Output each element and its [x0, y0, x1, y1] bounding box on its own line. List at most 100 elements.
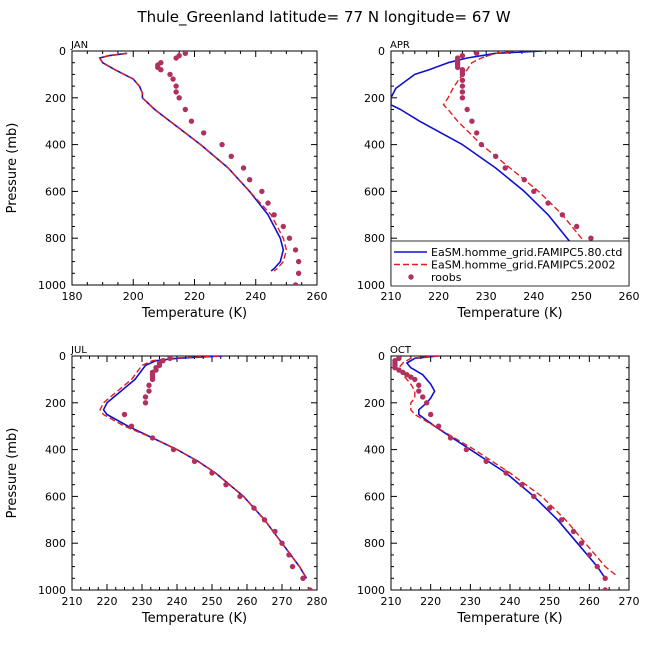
y-tick-label: 200	[364, 92, 385, 105]
x-tick-label: 240	[245, 290, 266, 303]
x-axis-label: Temperature (K)	[456, 611, 562, 626]
x-tick-label: 210	[381, 595, 402, 608]
roobs-point	[531, 493, 537, 500]
panels: 180 200 220 240 260 0 200 400 600 800 1000 JAN Tempe…	[5, 40, 640, 626]
roobs-point	[142, 394, 149, 400]
figure-title: Thule_Greenland latitude= 77 N longitude…	[136, 8, 510, 27]
roobs-point	[209, 470, 215, 476]
x-tick-label: 220	[184, 290, 205, 303]
roobs-point	[121, 411, 128, 418]
x-tick-label: 240	[500, 595, 521, 608]
series-line-ctd	[98, 52, 285, 272]
roobs-point	[167, 71, 173, 78]
roobs-point	[182, 51, 189, 57]
roobs-point	[463, 446, 470, 453]
roobs-point	[295, 258, 302, 265]
roobs-point	[459, 52, 466, 59]
roobs-point	[173, 89, 179, 95]
roobs-point	[435, 423, 442, 429]
x-axis-label: Temperature (K)	[456, 306, 562, 321]
roobs-point	[170, 76, 176, 82]
roobs-point	[146, 382, 152, 388]
roobs-point	[128, 423, 135, 429]
roobs-point	[459, 83, 466, 89]
roobs-point	[478, 141, 485, 148]
roobs-point	[546, 505, 553, 511]
roobs-point	[464, 106, 470, 113]
y-axis-label: Pressure (mb)	[5, 123, 20, 214]
roobs-point	[521, 177, 527, 183]
roobs-point	[272, 528, 278, 535]
series-line-2002	[99, 356, 308, 579]
x-tick-label: 220	[428, 290, 449, 303]
roobs-point	[142, 400, 149, 406]
roobs-point	[454, 64, 461, 71]
y-tick-label: 200	[45, 92, 66, 105]
panel-jan: 180 200 220 240 260 0 200 400 600 800 1000 JAN Tempe…	[5, 40, 328, 321]
series-line-ctd	[102, 356, 308, 579]
x-tick-label: 260	[237, 595, 258, 608]
panel-label: JAN	[70, 40, 88, 51]
y-tick-label: 400	[45, 139, 66, 152]
roobs-point	[578, 540, 585, 546]
y-tick-label: 600	[45, 490, 66, 503]
roobs-point	[459, 89, 466, 95]
roobs-point	[447, 435, 454, 441]
x-tick-label: 270	[619, 595, 640, 608]
y-tick-label: 400	[45, 444, 66, 457]
roobs-point	[146, 388, 152, 394]
roobs-point	[545, 200, 551, 206]
roobs-point	[246, 177, 253, 183]
roobs-point	[158, 67, 164, 73]
plot-area	[392, 356, 618, 590]
plot-frame	[71, 355, 318, 591]
roobs-point	[200, 130, 207, 136]
roobs-point	[307, 587, 313, 590]
roobs-point	[188, 118, 195, 124]
x-tick-label: 250	[571, 290, 592, 303]
roobs-point	[459, 95, 466, 101]
roobs-point	[286, 552, 292, 558]
x-tick-label: 270	[272, 595, 293, 608]
y-tick-label: 800	[45, 537, 66, 550]
series-line-2002	[98, 52, 288, 272]
legend-box	[390, 240, 630, 287]
roobs-point	[459, 77, 466, 83]
roobs-point	[191, 458, 198, 464]
y-tick-label: 1000	[357, 584, 385, 597]
y-tick-label: 400	[364, 444, 385, 457]
roobs-point	[408, 374, 414, 380]
y-tick-label: 200	[45, 397, 66, 410]
roobs-point	[265, 200, 271, 206]
y-tick-label: 800	[364, 537, 385, 550]
y-tick-label: 600	[45, 185, 66, 198]
x-tick-label: 230	[132, 595, 153, 608]
roobs-point	[286, 235, 293, 241]
legend-dot-marker	[408, 274, 414, 280]
plot-area	[99, 356, 313, 590]
panel-label: APR	[390, 40, 410, 51]
roobs-point	[483, 458, 489, 464]
roobs-point	[223, 482, 229, 488]
roobs-point	[259, 188, 265, 195]
y-tick-label: 1000	[357, 279, 385, 292]
legend-label: EaSM.homme_grid.FAMIPC5.2002	[431, 259, 615, 272]
x-tick-label: 240	[523, 290, 544, 303]
y-tick-label: 400	[364, 139, 385, 152]
legend-entry: EaSM.homme_grid.FAMIPC5.80.ctd	[394, 246, 622, 259]
series-line-2002	[398, 356, 618, 577]
roobs-point	[473, 51, 480, 57]
y-tick-label: 1000	[38, 279, 66, 292]
roobs-point	[261, 517, 268, 523]
roobs-point	[594, 563, 600, 570]
roobs-point	[149, 435, 156, 441]
roobs-point	[558, 517, 565, 523]
x-tick-label: 210	[381, 290, 402, 303]
roobs-point	[588, 235, 594, 241]
roobs-point	[219, 141, 225, 148]
x-tick-label: 280	[307, 595, 328, 608]
roobs-point	[251, 505, 257, 511]
roobs-point	[149, 376, 156, 383]
plot-area	[98, 51, 302, 285]
